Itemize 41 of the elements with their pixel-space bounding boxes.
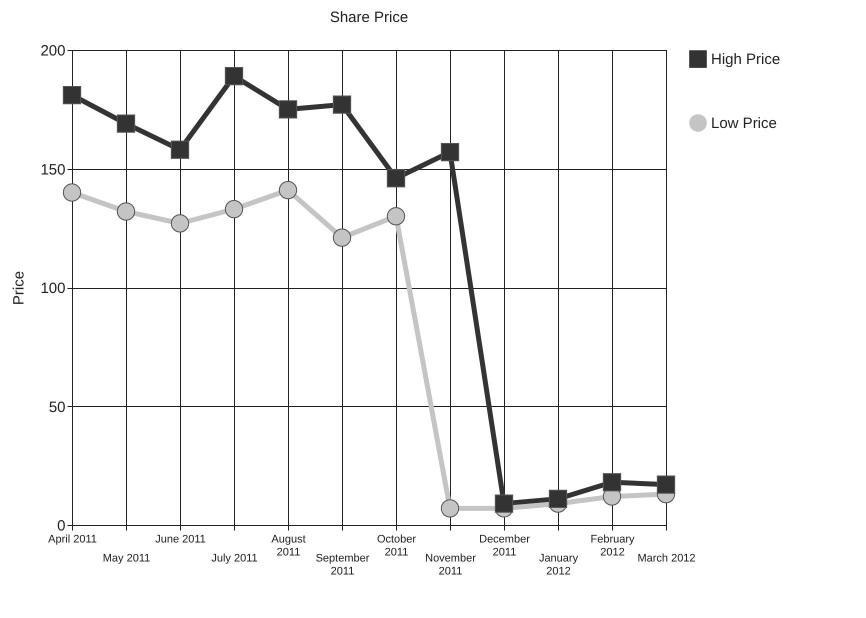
- x-tick-label: March 2012: [637, 552, 696, 564]
- point: [332, 228, 352, 247]
- point: [548, 490, 568, 508]
- point: [278, 180, 298, 200]
- x-tick-label: April 2011: [48, 534, 97, 546]
- point: [224, 200, 244, 218]
- point: [224, 66, 244, 86]
- y-tick-label: 200: [40, 42, 66, 60]
- x-tick-label: December 2011: [479, 534, 530, 558]
- point: [116, 202, 136, 221]
- x-tick-label: July 2011: [211, 552, 258, 564]
- point: [62, 183, 82, 202]
- point: [278, 100, 298, 119]
- y-tick-label: 150: [40, 161, 66, 178]
- legend-label: Low Price: [711, 115, 777, 132]
- y-tick-label: 0: [57, 518, 66, 534]
- point: [602, 473, 622, 492]
- point: [386, 169, 406, 188]
- chart-title: Share Price: [330, 9, 408, 26]
- x-tick-label: January 2012: [538, 552, 579, 578]
- point: [656, 475, 676, 494]
- legend-label: High Price: [711, 51, 780, 68]
- x-tick-label: October 2011: [376, 534, 416, 558]
- x-tick-label: August 2011: [271, 534, 306, 558]
- point: [440, 499, 460, 518]
- point: [332, 95, 352, 114]
- point: [440, 142, 460, 162]
- x-tick-label: September 2011: [316, 552, 370, 578]
- point: [116, 114, 136, 133]
- point: [494, 494, 514, 513]
- x-tick-label: February 2012: [590, 534, 635, 558]
- y-tick-label: 100: [40, 280, 66, 297]
- y-axis-title: Price: [10, 270, 28, 306]
- x-tick-label: November 2011: [425, 552, 476, 578]
- point: [170, 214, 190, 233]
- point: [386, 207, 406, 226]
- x-tick-label: May 2011: [102, 552, 150, 564]
- x-tick-label: June 2011: [155, 534, 206, 546]
- point: [62, 86, 82, 104]
- point: [170, 140, 190, 159]
- y-tick-label: 50: [48, 398, 66, 416]
